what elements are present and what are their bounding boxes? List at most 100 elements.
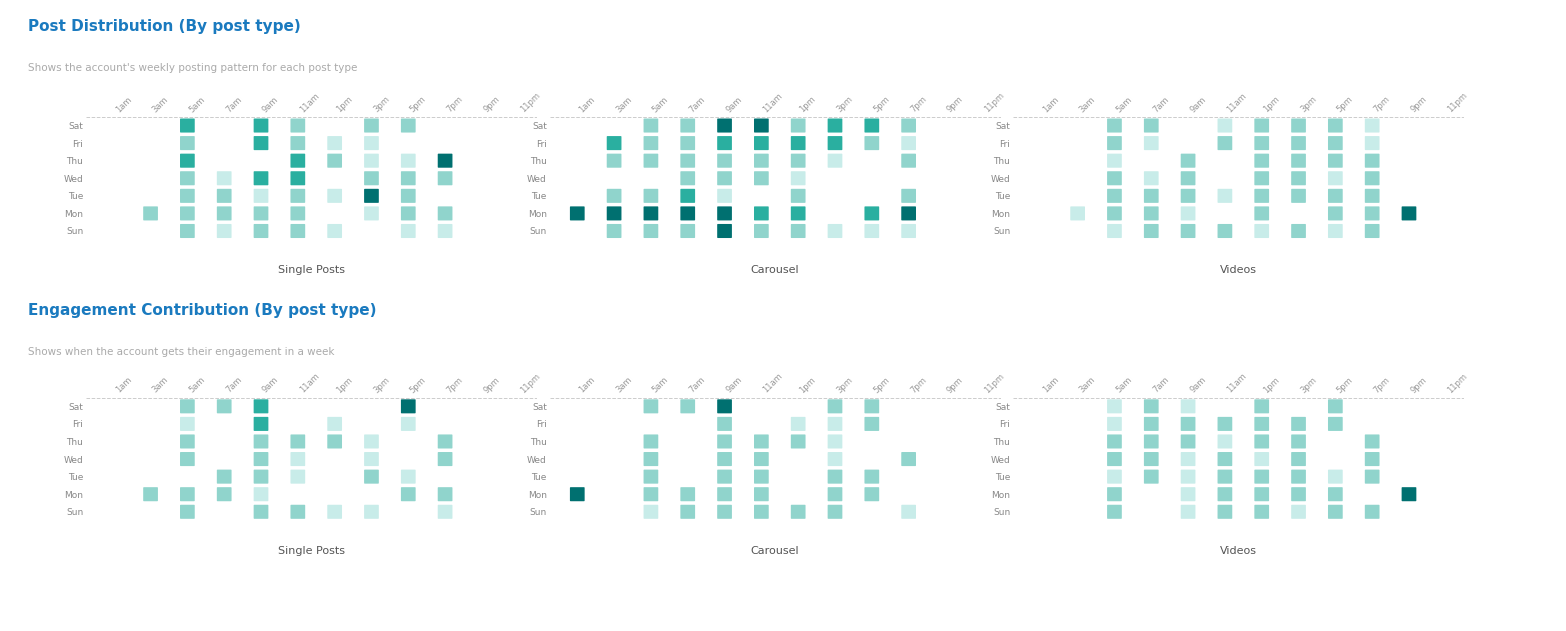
FancyBboxPatch shape [644, 434, 658, 449]
FancyBboxPatch shape [180, 224, 194, 238]
FancyBboxPatch shape [365, 153, 379, 168]
FancyBboxPatch shape [1328, 136, 1342, 150]
FancyBboxPatch shape [753, 171, 769, 186]
FancyBboxPatch shape [864, 206, 879, 220]
FancyBboxPatch shape [1107, 189, 1121, 203]
FancyBboxPatch shape [1328, 153, 1342, 168]
FancyBboxPatch shape [864, 417, 879, 431]
FancyBboxPatch shape [717, 119, 731, 133]
FancyBboxPatch shape [1217, 469, 1232, 483]
FancyBboxPatch shape [1254, 153, 1268, 168]
FancyBboxPatch shape [290, 224, 305, 238]
FancyBboxPatch shape [606, 224, 622, 238]
FancyBboxPatch shape [828, 136, 843, 150]
FancyBboxPatch shape [1217, 434, 1232, 449]
FancyBboxPatch shape [791, 224, 805, 238]
FancyBboxPatch shape [254, 189, 268, 203]
FancyBboxPatch shape [290, 434, 305, 449]
FancyBboxPatch shape [401, 487, 415, 501]
FancyBboxPatch shape [401, 189, 415, 203]
FancyBboxPatch shape [216, 206, 232, 220]
FancyBboxPatch shape [902, 505, 916, 519]
FancyBboxPatch shape [864, 224, 879, 238]
FancyBboxPatch shape [1254, 487, 1268, 501]
FancyBboxPatch shape [290, 206, 305, 220]
FancyBboxPatch shape [290, 452, 305, 466]
FancyBboxPatch shape [1366, 452, 1380, 466]
FancyBboxPatch shape [401, 224, 415, 238]
FancyBboxPatch shape [902, 452, 916, 466]
FancyBboxPatch shape [680, 136, 695, 150]
FancyBboxPatch shape [216, 469, 232, 483]
FancyBboxPatch shape [1070, 206, 1085, 220]
FancyBboxPatch shape [1181, 487, 1195, 501]
FancyBboxPatch shape [680, 171, 695, 186]
FancyBboxPatch shape [1181, 153, 1195, 168]
FancyBboxPatch shape [1328, 171, 1342, 186]
FancyBboxPatch shape [216, 171, 232, 186]
FancyBboxPatch shape [1366, 206, 1380, 220]
FancyBboxPatch shape [1292, 171, 1306, 186]
FancyBboxPatch shape [180, 505, 194, 519]
FancyBboxPatch shape [1292, 136, 1306, 150]
FancyBboxPatch shape [143, 487, 158, 501]
FancyBboxPatch shape [902, 153, 916, 168]
FancyBboxPatch shape [1366, 505, 1380, 519]
FancyBboxPatch shape [290, 153, 305, 168]
FancyBboxPatch shape [1328, 417, 1342, 431]
FancyBboxPatch shape [1143, 206, 1159, 220]
FancyBboxPatch shape [828, 505, 843, 519]
FancyBboxPatch shape [1107, 469, 1121, 483]
FancyBboxPatch shape [644, 136, 658, 150]
FancyBboxPatch shape [1366, 153, 1380, 168]
FancyBboxPatch shape [1292, 153, 1306, 168]
FancyBboxPatch shape [438, 434, 453, 449]
FancyBboxPatch shape [1402, 487, 1416, 501]
FancyBboxPatch shape [254, 206, 268, 220]
FancyBboxPatch shape [1181, 434, 1195, 449]
FancyBboxPatch shape [791, 434, 805, 449]
FancyBboxPatch shape [680, 189, 695, 203]
FancyBboxPatch shape [644, 452, 658, 466]
FancyBboxPatch shape [1254, 505, 1268, 519]
FancyBboxPatch shape [717, 189, 731, 203]
FancyBboxPatch shape [365, 469, 379, 483]
FancyBboxPatch shape [753, 505, 769, 519]
FancyBboxPatch shape [365, 119, 379, 133]
FancyBboxPatch shape [365, 452, 379, 466]
FancyBboxPatch shape [791, 189, 805, 203]
FancyBboxPatch shape [828, 434, 843, 449]
FancyBboxPatch shape [717, 505, 731, 519]
FancyBboxPatch shape [902, 224, 916, 238]
FancyBboxPatch shape [644, 189, 658, 203]
FancyBboxPatch shape [1181, 171, 1195, 186]
FancyBboxPatch shape [1143, 399, 1159, 413]
FancyBboxPatch shape [828, 417, 843, 431]
FancyBboxPatch shape [828, 224, 843, 238]
FancyBboxPatch shape [1107, 171, 1121, 186]
FancyBboxPatch shape [902, 189, 916, 203]
FancyBboxPatch shape [1107, 417, 1121, 431]
FancyBboxPatch shape [680, 487, 695, 501]
FancyBboxPatch shape [1181, 189, 1195, 203]
FancyBboxPatch shape [717, 434, 731, 449]
FancyBboxPatch shape [680, 153, 695, 168]
FancyBboxPatch shape [254, 119, 268, 133]
FancyBboxPatch shape [180, 399, 194, 413]
FancyBboxPatch shape [1181, 452, 1195, 466]
FancyBboxPatch shape [828, 153, 843, 168]
FancyBboxPatch shape [327, 153, 341, 168]
FancyBboxPatch shape [1217, 189, 1232, 203]
FancyBboxPatch shape [438, 206, 453, 220]
FancyBboxPatch shape [1107, 434, 1121, 449]
FancyBboxPatch shape [828, 399, 843, 413]
FancyBboxPatch shape [1254, 171, 1268, 186]
FancyBboxPatch shape [290, 119, 305, 133]
FancyBboxPatch shape [1292, 224, 1306, 238]
FancyBboxPatch shape [438, 224, 453, 238]
FancyBboxPatch shape [680, 399, 695, 413]
FancyBboxPatch shape [1217, 452, 1232, 466]
FancyBboxPatch shape [1217, 224, 1232, 238]
FancyBboxPatch shape [1107, 136, 1121, 150]
FancyBboxPatch shape [401, 469, 415, 483]
